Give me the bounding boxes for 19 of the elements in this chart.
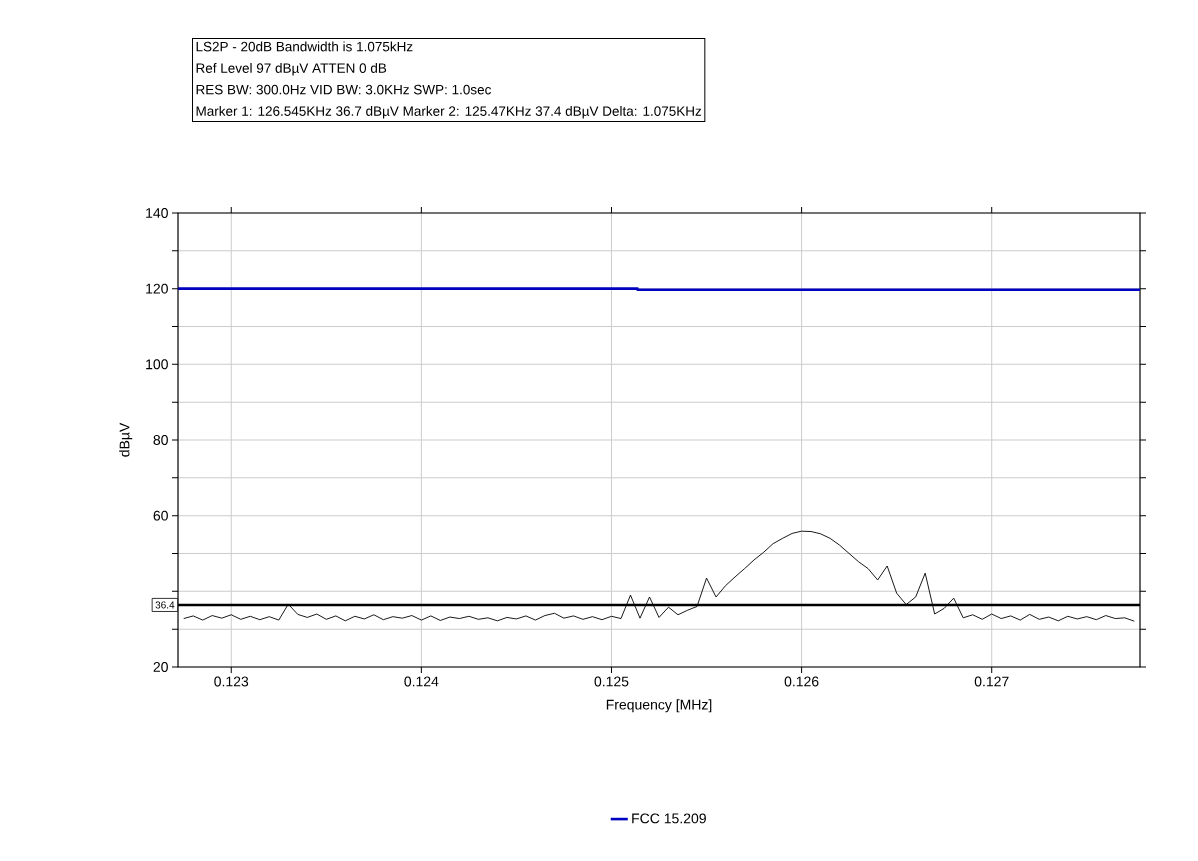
x-tick-label: 0.126 xyxy=(784,676,819,687)
y-tick-label: 120 xyxy=(146,283,168,294)
text: Marker 1: 126.545KHz 36.7 dBµV Marker 2: 125.47KHz 37.4 dBµV Delta: 1.075KHz xyxy=(196,105,702,119)
x-axis-title: Frequency [MHz] xyxy=(606,699,712,713)
y-tick-label: 20 xyxy=(153,662,168,672)
y-tick-label: 100 xyxy=(146,359,168,370)
y-axis-title: dBµV xyxy=(119,422,133,457)
x-tick-label: 0.124 xyxy=(404,676,439,687)
y-tick-label: 80 xyxy=(153,435,168,445)
x-tick-label: 0.125 xyxy=(594,676,629,687)
legend-label: FCC 15.209 xyxy=(632,813,706,824)
y-tick-label: 140 xyxy=(146,208,168,218)
ref-line-label: 36.4 xyxy=(155,601,175,609)
x-tick-label: 0.127 xyxy=(974,676,1009,687)
text: LS2P - 20dB Bandwidth is 1.075kHz xyxy=(196,41,413,52)
y-tick-label: 60 xyxy=(153,510,168,521)
text: Ref Level 97 dBµV ATTEN 0 dB xyxy=(196,62,387,76)
x-tick-label: 0.123 xyxy=(214,676,249,687)
text: RES BW: 300.0Hz VID BW: 3.0KHz SWP: 1.0sec xyxy=(196,84,491,95)
